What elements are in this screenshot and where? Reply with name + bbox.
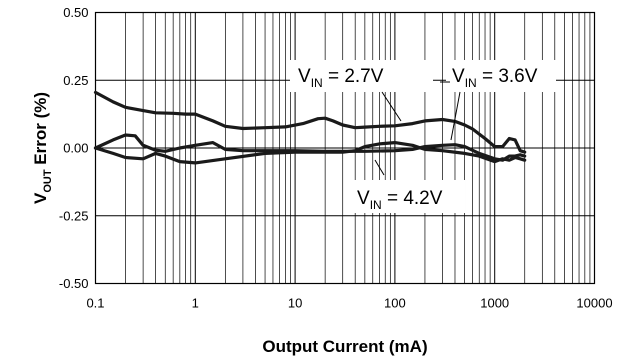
y-tick-label: 0.00	[63, 141, 88, 156]
annotation-box-4-2v	[352, 180, 465, 213]
y-axis-title: VOUT Error (%)	[31, 92, 54, 204]
annotation-box-2-7v	[290, 60, 433, 92]
series-line-3	[93, 141, 527, 165]
x-tick-label: 0.1	[86, 296, 104, 311]
annotation-vin-2-7v: VIN = 2.7V	[298, 66, 384, 90]
leader-line-2-7v	[381, 91, 402, 122]
x-tick-label: 10	[288, 296, 302, 311]
annotation-box-3-6v	[446, 60, 556, 92]
x-tick-label: 100	[384, 296, 406, 311]
annotation-vin-4-2v: VIN = 4.2V	[357, 188, 443, 212]
leader-line-3-6v	[450, 91, 461, 141]
series-lines	[93, 90, 527, 165]
annotation-vin-3-6v: VIN = 3.6V	[452, 66, 538, 90]
x-tick-label: 10000	[576, 296, 612, 311]
y-tick-labels: 0.50 0.25 0.00 -0.25 -0.50	[59, 5, 89, 291]
x-tick-labels: 0.1 1 10 100 1000 10000	[86, 296, 612, 311]
y-tick-label: 0.25	[63, 73, 88, 88]
x-tick-label: 1	[192, 296, 199, 311]
x-axis-title: Output Current (mA)	[262, 337, 427, 356]
series-line-1	[93, 90, 527, 154]
y-tick-label: 0.50	[63, 5, 88, 20]
x-tick-label: 1000	[480, 296, 509, 311]
y-tick-label: -0.50	[59, 276, 89, 291]
leader-line-4-2v	[374, 159, 385, 176]
y-tick-label: -0.25	[59, 208, 89, 223]
